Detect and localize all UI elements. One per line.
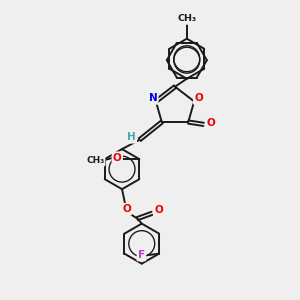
Text: O: O (113, 153, 122, 163)
Text: H: H (127, 132, 136, 142)
Text: O: O (122, 204, 131, 214)
Text: O: O (207, 118, 215, 128)
Text: F: F (138, 250, 145, 260)
Text: CH₃: CH₃ (177, 14, 196, 23)
Text: CH₃: CH₃ (86, 156, 104, 165)
Text: N: N (148, 94, 157, 103)
Text: O: O (194, 94, 203, 103)
Text: O: O (154, 206, 163, 215)
